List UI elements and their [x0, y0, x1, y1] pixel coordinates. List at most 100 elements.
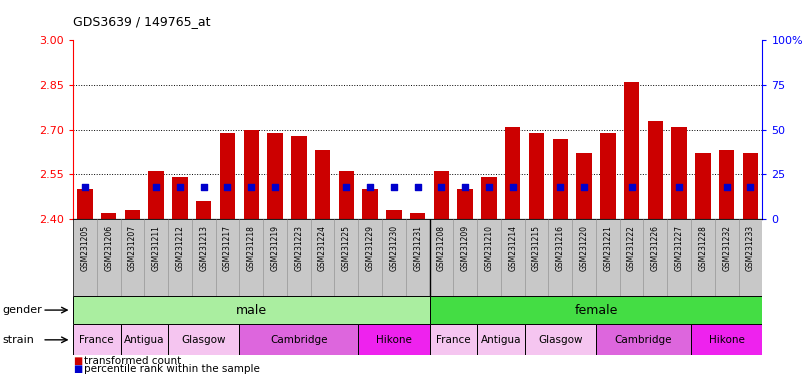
Text: GSM231208: GSM231208 — [437, 225, 446, 271]
Bar — [358, 324, 430, 355]
Bar — [577, 153, 592, 219]
Bar — [77, 189, 92, 219]
Bar — [600, 132, 616, 219]
Bar — [552, 139, 568, 219]
Text: Glasgow: Glasgow — [538, 335, 582, 345]
Point — [174, 184, 187, 190]
Text: GSM231216: GSM231216 — [556, 225, 564, 271]
Bar — [481, 177, 496, 219]
Point — [625, 184, 638, 190]
Bar — [672, 127, 687, 219]
Bar — [648, 121, 663, 219]
Bar — [125, 210, 140, 219]
Bar — [291, 136, 307, 219]
Text: GSM231231: GSM231231 — [413, 225, 423, 271]
Bar — [505, 127, 521, 219]
Text: transformed count: transformed count — [84, 356, 181, 366]
Point — [672, 184, 685, 190]
Bar — [624, 82, 639, 219]
Text: GSM231228: GSM231228 — [698, 225, 707, 271]
Text: female: female — [574, 304, 618, 316]
Bar — [434, 171, 449, 219]
Point — [388, 184, 401, 190]
Bar — [73, 296, 430, 324]
Point — [459, 184, 472, 190]
Bar — [239, 324, 358, 355]
Point — [197, 184, 210, 190]
Text: GSM231218: GSM231218 — [247, 225, 255, 271]
Point — [245, 184, 258, 190]
Point — [221, 184, 234, 190]
Bar — [410, 213, 426, 219]
Bar — [73, 324, 121, 355]
Bar — [457, 189, 473, 219]
Text: GSM231219: GSM231219 — [271, 225, 280, 271]
Bar — [430, 296, 762, 324]
Text: Glasgow: Glasgow — [182, 335, 226, 345]
Text: Cambridge: Cambridge — [270, 335, 328, 345]
Bar — [719, 151, 735, 219]
Bar — [243, 129, 259, 219]
Bar — [172, 177, 187, 219]
Text: GSM231217: GSM231217 — [223, 225, 232, 271]
Text: gender: gender — [2, 305, 42, 315]
Text: GSM231227: GSM231227 — [675, 225, 684, 271]
Bar — [220, 132, 235, 219]
Bar — [525, 324, 596, 355]
Text: GSM231225: GSM231225 — [342, 225, 351, 271]
Text: GSM231222: GSM231222 — [627, 225, 636, 271]
Text: GSM231224: GSM231224 — [318, 225, 327, 271]
Bar — [691, 324, 762, 355]
Text: GSM231212: GSM231212 — [175, 225, 184, 271]
Text: GSM231205: GSM231205 — [80, 225, 89, 271]
Point — [150, 184, 163, 190]
Text: GSM231209: GSM231209 — [461, 225, 470, 271]
Bar — [596, 324, 691, 355]
Text: GSM231233: GSM231233 — [746, 225, 755, 271]
Point — [340, 184, 353, 190]
Text: GSM231220: GSM231220 — [580, 225, 589, 271]
Text: France: France — [79, 335, 114, 345]
Bar — [148, 171, 164, 219]
Text: percentile rank within the sample: percentile rank within the sample — [84, 364, 260, 374]
Text: ■: ■ — [73, 364, 82, 374]
Text: GSM231215: GSM231215 — [532, 225, 541, 271]
Point — [744, 184, 757, 190]
Point — [554, 184, 567, 190]
Bar — [477, 324, 525, 355]
Text: GSM231221: GSM231221 — [603, 225, 612, 271]
Bar — [315, 151, 330, 219]
Point — [577, 184, 590, 190]
Text: GDS3639 / 149765_at: GDS3639 / 149765_at — [73, 15, 211, 28]
Text: Hikone: Hikone — [376, 335, 412, 345]
Bar — [339, 171, 354, 219]
Bar — [168, 324, 239, 355]
Text: GSM231232: GSM231232 — [722, 225, 732, 271]
Point — [363, 184, 376, 190]
Bar — [430, 324, 477, 355]
Point — [411, 184, 424, 190]
Bar — [196, 201, 212, 219]
Text: France: France — [436, 335, 470, 345]
Text: Antigua: Antigua — [124, 335, 165, 345]
Text: GSM231210: GSM231210 — [484, 225, 493, 271]
Bar — [743, 153, 758, 219]
Text: ■: ■ — [73, 356, 82, 366]
Text: GSM231211: GSM231211 — [152, 225, 161, 271]
Text: GSM231229: GSM231229 — [366, 225, 375, 271]
Text: Cambridge: Cambridge — [615, 335, 672, 345]
Text: strain: strain — [2, 335, 34, 345]
Text: Hikone: Hikone — [709, 335, 744, 345]
Bar — [529, 132, 544, 219]
Point — [268, 184, 281, 190]
Text: GSM231223: GSM231223 — [294, 225, 303, 271]
Point — [79, 184, 92, 190]
Text: GSM231207: GSM231207 — [128, 225, 137, 271]
Bar — [695, 153, 710, 219]
Bar — [101, 213, 116, 219]
Text: GSM231213: GSM231213 — [200, 225, 208, 271]
Text: GSM231230: GSM231230 — [389, 225, 398, 271]
Point — [720, 184, 733, 190]
Point — [506, 184, 519, 190]
Point — [435, 184, 448, 190]
